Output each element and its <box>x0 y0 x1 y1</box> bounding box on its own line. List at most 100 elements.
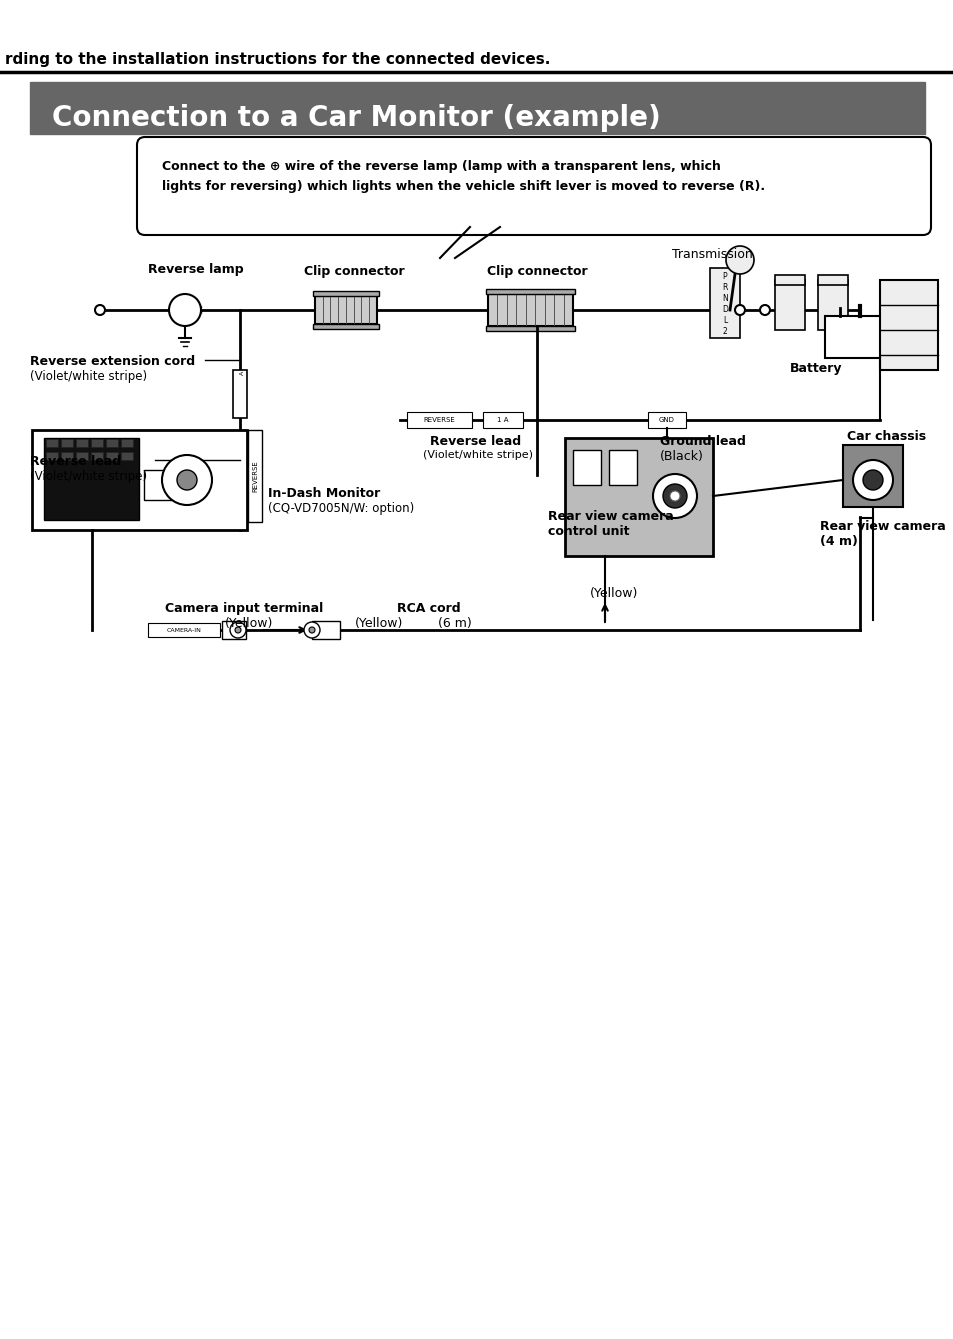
Bar <box>485 289 575 295</box>
Circle shape <box>230 623 246 637</box>
Bar <box>106 439 118 447</box>
Bar <box>148 623 220 637</box>
Bar <box>76 453 88 461</box>
Circle shape <box>725 246 753 274</box>
Bar <box>488 295 573 325</box>
Text: Transmission: Transmission <box>671 248 752 261</box>
Text: (Violet/white stripe): (Violet/white stripe) <box>422 450 533 461</box>
Circle shape <box>669 491 679 501</box>
Text: (Violet/white stripe): (Violet/white stripe) <box>30 370 147 383</box>
Bar <box>774 280 804 329</box>
Text: R: R <box>721 283 727 292</box>
Text: D: D <box>721 305 727 315</box>
Text: Rear view camera: Rear view camera <box>820 520 944 533</box>
Circle shape <box>177 470 196 490</box>
Text: Ground lead: Ground lead <box>659 435 745 449</box>
Bar <box>709 268 740 337</box>
Text: Reverse lead: Reverse lead <box>30 455 121 469</box>
Text: 2: 2 <box>721 327 726 336</box>
Text: Battery: Battery <box>789 362 841 375</box>
Bar <box>313 291 378 296</box>
Text: A: A <box>240 371 245 375</box>
Text: 1 A: 1 A <box>497 416 508 423</box>
Bar <box>91 439 103 447</box>
Bar <box>817 280 847 329</box>
Bar <box>144 470 172 499</box>
Bar <box>233 370 247 418</box>
Text: Clip connector: Clip connector <box>486 265 587 279</box>
Text: (6 m): (6 m) <box>437 617 471 631</box>
Bar <box>30 82 924 134</box>
Text: (4 m): (4 m) <box>820 536 857 548</box>
Bar <box>314 296 376 324</box>
Bar <box>121 439 132 447</box>
Circle shape <box>734 305 744 315</box>
FancyBboxPatch shape <box>137 137 930 236</box>
Bar <box>32 430 247 530</box>
Circle shape <box>162 455 212 505</box>
Circle shape <box>662 483 686 507</box>
Text: CAMERA-IN: CAMERA-IN <box>167 628 201 632</box>
Text: Car chassis: Car chassis <box>846 430 925 443</box>
Bar <box>222 621 246 639</box>
Text: Rear view camera: Rear view camera <box>547 510 673 524</box>
Circle shape <box>169 295 201 325</box>
Text: RCA cord: RCA cord <box>396 603 460 615</box>
Bar <box>44 438 139 520</box>
Bar <box>121 453 132 461</box>
Text: (Violet/white stripe): (Violet/white stripe) <box>30 470 147 483</box>
Circle shape <box>652 474 697 518</box>
Bar <box>312 621 339 639</box>
Bar <box>407 412 472 428</box>
Text: Connection to a Car Monitor (example): Connection to a Car Monitor (example) <box>52 104 660 133</box>
Bar <box>61 439 73 447</box>
Text: P: P <box>722 272 726 281</box>
Bar <box>46 439 58 447</box>
Circle shape <box>852 461 892 499</box>
Bar <box>817 274 847 285</box>
Text: Reverse lead: Reverse lead <box>430 435 520 449</box>
Bar <box>647 412 685 428</box>
Text: (Yellow): (Yellow) <box>589 586 638 600</box>
Circle shape <box>760 305 769 315</box>
Text: (Yellow): (Yellow) <box>355 617 403 631</box>
Bar <box>879 280 937 370</box>
Text: GND: GND <box>659 416 674 423</box>
Text: Reverse lamp: Reverse lamp <box>148 262 243 276</box>
Text: N: N <box>721 295 727 303</box>
Text: Reverse extension cord: Reverse extension cord <box>30 355 195 368</box>
Bar <box>573 450 600 485</box>
Circle shape <box>234 627 241 633</box>
Circle shape <box>304 623 319 637</box>
Bar <box>774 274 804 285</box>
Text: Clip connector: Clip connector <box>304 265 404 279</box>
Bar <box>61 453 73 461</box>
Text: rding to the installation instructions for the connected devices.: rding to the installation instructions f… <box>5 52 550 67</box>
Text: control unit: control unit <box>547 525 629 538</box>
Bar <box>46 453 58 461</box>
Text: Connect to the ⊕ wire of the reverse lamp (lamp with a transparent lens, which: Connect to the ⊕ wire of the reverse lam… <box>162 159 720 173</box>
Bar <box>313 324 378 329</box>
Bar <box>248 430 262 522</box>
Text: REVERSE: REVERSE <box>423 416 455 423</box>
Bar <box>608 450 637 485</box>
Text: Camera input terminal: Camera input terminal <box>165 603 323 615</box>
Bar <box>106 453 118 461</box>
Text: L: L <box>722 316 726 325</box>
Text: (Black): (Black) <box>659 450 703 463</box>
Bar <box>485 325 575 331</box>
Circle shape <box>862 470 882 490</box>
Bar <box>824 316 884 358</box>
Circle shape <box>309 627 314 633</box>
Text: In-Dash Monitor: In-Dash Monitor <box>268 487 380 499</box>
Circle shape <box>95 305 105 315</box>
Bar <box>482 412 522 428</box>
Bar <box>564 438 712 556</box>
Bar <box>76 439 88 447</box>
Text: (Yellow): (Yellow) <box>225 617 274 631</box>
Text: REVERSE: REVERSE <box>252 461 257 491</box>
Bar <box>91 453 103 461</box>
Text: lights for reversing) which lights when the vehicle shift lever is moved to reve: lights for reversing) which lights when … <box>162 179 764 193</box>
Text: (CQ-VD7005N/W: option): (CQ-VD7005N/W: option) <box>268 502 414 516</box>
Bar <box>842 445 902 507</box>
